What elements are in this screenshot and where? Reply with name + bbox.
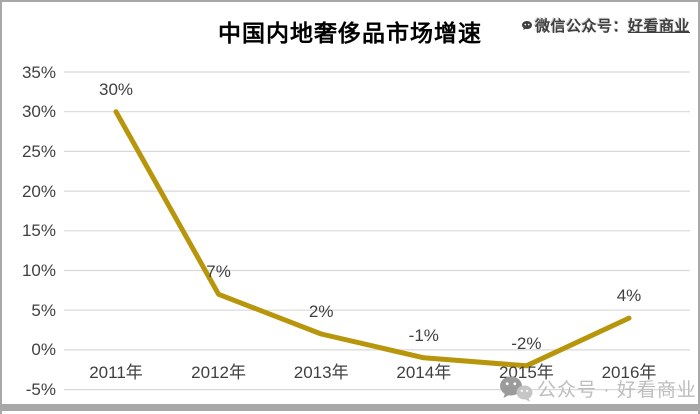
wechat-icon: [500, 376, 533, 402]
watermark-top-name: 好看商业: [627, 18, 690, 35]
x-tick-label: 2013年: [293, 363, 349, 382]
y-tick-label: 30%: [21, 102, 56, 122]
wechat-bubble-icon: [521, 21, 532, 30]
watermark-top: 微信公众号：好看商业: [521, 15, 690, 36]
y-tick-label: -5%: [25, 380, 56, 400]
x-tick-label: 2012年: [191, 363, 246, 382]
y-tick-label: 20%: [21, 181, 56, 201]
watermark-bottom-text: 公众号 · 好看商业: [537, 380, 697, 401]
watermark-top-prefix: 微信公众号：: [534, 18, 628, 35]
data-label: -1%: [408, 325, 439, 345]
data-label: 30%: [98, 79, 134, 99]
y-tick-label: 15%: [21, 221, 56, 241]
data-label: 7%: [206, 262, 231, 282]
chart-title: 中国内地奢侈品市场增速: [218, 20, 482, 46]
data-label: 4%: [616, 286, 642, 306]
watermark-bottom: 公众号 · 好看商业: [499, 375, 697, 403]
y-tick-label: 25%: [21, 141, 56, 161]
data-label: -2%: [511, 333, 542, 353]
x-tick-label: 2014年: [396, 363, 452, 382]
y-tick-label: 5%: [31, 300, 56, 320]
x-tick-label: 2016年: [601, 363, 657, 382]
y-tick-label: 10%: [21, 261, 56, 280]
data-label: 2%: [308, 302, 334, 322]
bottom-border-bar: [2, 404, 698, 411]
y-tick-label: 35%: [21, 62, 56, 82]
y-tick-label: 0%: [31, 340, 56, 360]
x-tick-label: 2011年: [89, 363, 143, 382]
